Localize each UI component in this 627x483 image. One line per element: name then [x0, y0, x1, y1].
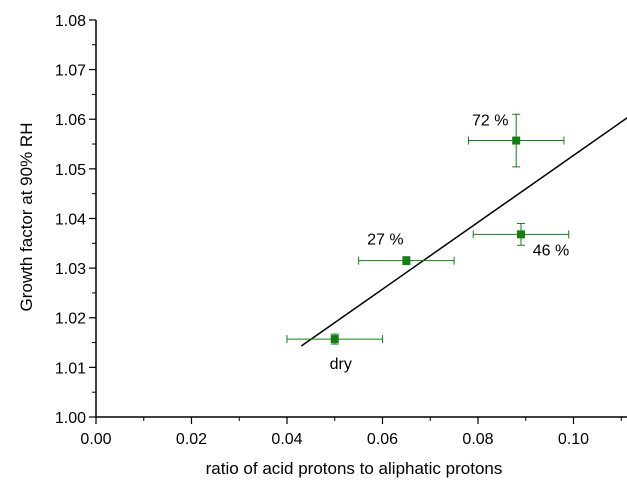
y-axis-label: Growth factor at 90% RH	[17, 123, 36, 312]
x-tick-label: 0.06	[367, 431, 398, 448]
point-label: 72 %	[472, 113, 508, 130]
data-points	[286, 113, 570, 345]
axes	[95, 20, 627, 418]
point-marker	[516, 230, 525, 239]
data-point	[467, 113, 565, 168]
data-point	[286, 333, 383, 345]
point-marker	[512, 136, 521, 145]
point-marker	[402, 256, 411, 265]
fit-line-group	[300, 117, 627, 347]
point-label: 46 %	[533, 242, 569, 259]
y-tick-label: 1.00	[55, 410, 86, 427]
x-tick-label: 0.04	[271, 431, 302, 448]
point-label: dry	[330, 356, 352, 373]
x-tick-label: 0.10	[558, 431, 589, 448]
data-point	[358, 256, 455, 266]
x-tick-label: 0.00	[80, 431, 111, 448]
y-tick-label: 1.06	[55, 112, 86, 129]
y-tick-label: 1.03	[55, 261, 86, 278]
y-tick-label: 1.01	[55, 360, 86, 377]
data-point	[472, 222, 570, 246]
x-tick-label: 0.02	[176, 431, 207, 448]
y-tick-label: 1.08	[55, 13, 86, 30]
x-axis-label: ratio of acid protons to aliphatic proto…	[206, 459, 503, 478]
y-tick-label: 1.07	[55, 63, 86, 80]
x-tick-label: 0.08	[462, 431, 493, 448]
y-tick-label: 1.04	[55, 211, 86, 228]
fit-line	[300, 117, 627, 347]
y-tick-label: 1.02	[55, 311, 86, 328]
point-label: 27 %	[367, 232, 403, 249]
point-marker	[330, 335, 339, 344]
ticks: 0.000.020.040.060.080.100.121.001.011.02…	[55, 13, 622, 448]
y-tick-label: 1.05	[55, 162, 86, 179]
